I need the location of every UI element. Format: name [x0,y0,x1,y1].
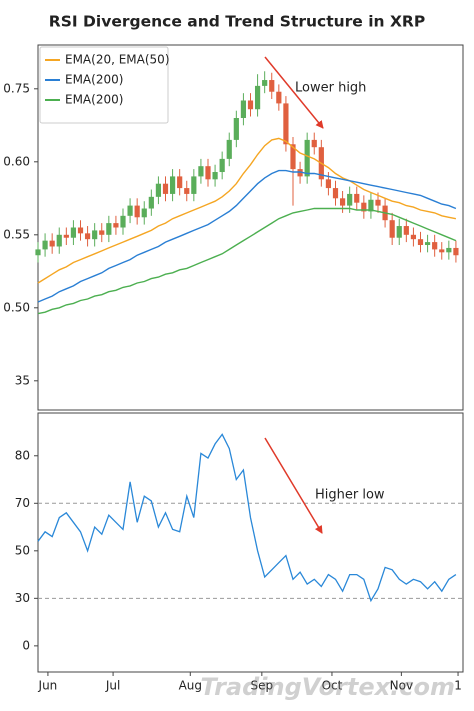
candle-body [177,176,183,189]
candle-body [368,199,374,212]
y-tick-label: 0.55 [3,227,30,241]
ema-line [37,207,457,315]
panel-frame [37,412,464,673]
candle-body [106,223,112,235]
candle-body [120,215,126,228]
candle-body [35,249,41,256]
chart-title: RSI Divergence and Trend Structure in XR… [49,13,425,31]
y-tick-label: 70 [15,496,30,510]
y-tick-label: 35 [15,373,30,387]
candle-body [332,188,339,199]
legend-box [39,46,169,124]
candle-body [269,80,275,92]
y-tick-label: 0.60 [3,154,30,168]
candle-body [49,240,55,247]
candle-body [254,85,261,110]
candle-body [403,226,409,235]
candle-body [396,226,402,238]
y-tick-label: 30 [15,591,30,605]
legend-label: EMA(20, EMA(50) [65,53,170,67]
annotation: Higher low [315,488,385,503]
candle-body [205,166,211,180]
x-tick-label: Oct [322,679,343,693]
candle-body [191,176,197,194]
candle-body [141,208,147,218]
candle-body [77,227,84,234]
y-tick-label: 0.75 [3,81,30,95]
candle-body [389,220,395,238]
candle-body [446,247,452,253]
candle-body [99,230,105,235]
candle-body [339,198,346,206]
legend-label: EMA(200) [65,93,123,107]
ema-line [37,137,457,284]
y-tick-label: 0.50 [3,300,30,314]
candle-body [325,179,332,189]
candle-body [417,239,424,246]
candle-body [283,103,289,145]
candle-body [127,205,133,216]
candle-body [63,234,69,238]
x-tick-label: Sep [251,679,274,693]
candle-body [354,193,360,203]
x-tick-label: Jul [105,679,120,693]
candle-body [233,118,239,140]
y-tick-label: 50 [15,543,30,557]
x-tick-label: 1 [454,679,462,693]
x-tick-label: Jun [38,679,58,693]
candle-body [113,223,119,228]
candle-body [56,234,62,247]
watermark: TradingVortex.com [200,673,455,701]
candle-body [92,230,98,240]
x-tick-label: Nov [390,679,413,693]
candle-body [439,249,445,253]
ema-line [37,169,457,303]
legend-label: EMA(200) [65,73,123,87]
candle-body [311,139,317,148]
panel-frame [37,44,464,411]
candle-body [297,169,303,177]
candle-body [219,158,225,173]
candle-body [262,80,268,86]
candle-body [410,234,417,240]
candle-body [432,242,438,250]
candle-body [453,247,459,256]
candle-body [304,139,310,177]
annotation-arrow [264,437,323,534]
candle-body [247,100,254,110]
candle-body [212,172,218,180]
candle-body [148,196,154,209]
candle-body [424,242,431,246]
annotation-arrow [264,56,324,129]
candle-body [70,227,77,238]
annotation: Lower high [295,81,366,96]
candle-body [198,166,204,177]
candle-body [240,100,247,118]
y-tick-label: 80 [15,448,30,462]
candle-body [276,91,282,104]
candle-body [42,240,48,250]
candle-body [169,176,176,194]
candle-body [155,183,162,197]
candle-body [347,193,353,206]
candle-body [375,199,381,206]
candle-body [361,202,367,212]
candle-body [226,139,232,159]
candle-body [84,233,91,240]
candle-body [134,205,140,218]
x-tick-label: Aug [179,679,202,693]
y-tick-label: 0 [22,638,30,652]
candle-body [290,144,296,170]
candle-body [162,183,169,194]
rsi-line [37,433,457,603]
candle-body [184,188,190,194]
